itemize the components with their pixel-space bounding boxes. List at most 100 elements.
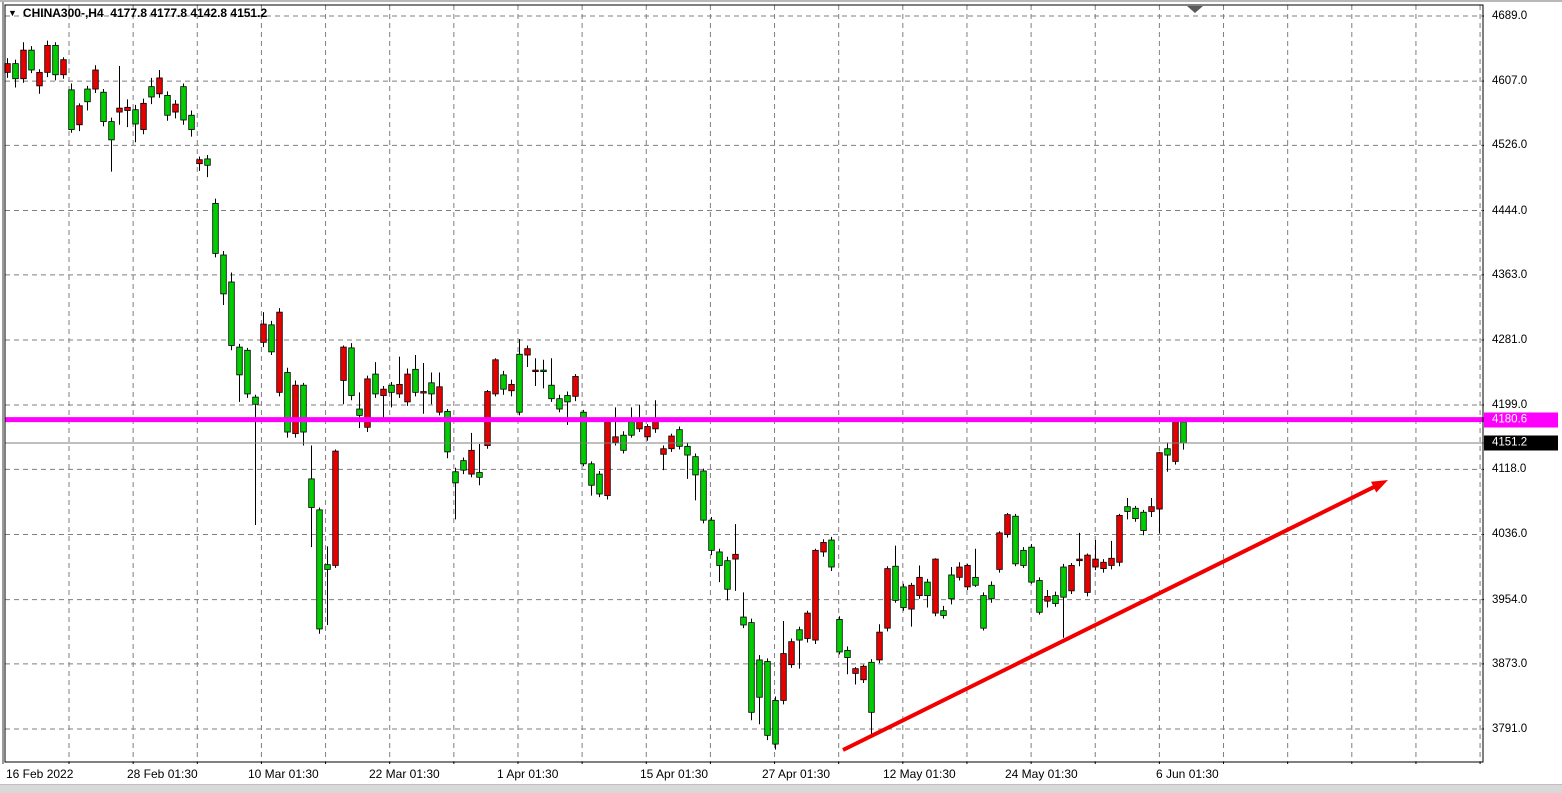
candle-bullish: [908, 584, 915, 610]
time-axis-label: 15 Apr 01:30: [640, 767, 709, 781]
candle-bullish: [996, 532, 1003, 570]
candle-bullish: [1084, 554, 1091, 593]
candle-bearish: [220, 254, 227, 295]
candle-bullish: [1148, 506, 1155, 512]
candle-bearish: [564, 395, 571, 403]
candle-bearish: [1180, 421, 1187, 444]
candle-bullish: [668, 435, 675, 450]
candle-bearish: [1028, 546, 1035, 583]
candle-bearish: [284, 372, 291, 433]
candle-bearish: [1164, 448, 1171, 456]
candle-bearish: [252, 396, 259, 405]
time-axis-label: 12 May 01:30: [883, 767, 956, 781]
symbol-timeframe-label: CHINA300-,H4: [22, 6, 104, 20]
price-axis-label: 4118.0: [1492, 463, 1527, 476]
candle-bearish: [28, 49, 35, 71]
candle-bearish: [764, 661, 771, 736]
candle-bullish: [876, 631, 883, 661]
candle-bullish: [956, 566, 963, 578]
candle-bearish: [372, 373, 379, 395]
candle-bearish: [444, 411, 451, 453]
candle-bearish: [412, 368, 419, 393]
header-spacer: [104, 6, 111, 20]
candle-bearish: [68, 89, 75, 130]
price-axis-label: 4444.0: [1492, 204, 1528, 217]
candle-bullish: [404, 373, 411, 403]
candle-bullish: [1156, 452, 1163, 510]
candle-bullish: [396, 384, 403, 395]
candle-bullish: [1100, 561, 1107, 570]
chart-end-marker-icon[interactable]: [1187, 6, 1203, 13]
candle-bullish: [604, 421, 611, 496]
symbol-dropdown-icon[interactable]: ▼: [8, 8, 17, 18]
candle-bullish: [380, 388, 387, 396]
candle-bearish: [828, 539, 835, 568]
candle-bearish: [868, 661, 875, 713]
candle-bearish: [700, 470, 707, 521]
candle-bullish: [492, 359, 499, 395]
candle-bearish: [132, 109, 139, 125]
candle-bearish: [940, 610, 947, 616]
candle-bullish: [340, 346, 347, 381]
candle-bearish: [204, 158, 211, 166]
price-axis-label: 4281.0: [1492, 333, 1528, 346]
time-axis-label: 28 Feb 01:30: [127, 767, 198, 781]
candle-bullish: [292, 384, 299, 435]
candle-bullish: [260, 323, 267, 343]
candle-bullish: [332, 450, 339, 566]
candle-bearish: [844, 649, 851, 658]
candle-bearish: [716, 551, 723, 566]
current-price-tag: 4151.2: [1484, 435, 1558, 451]
candle-bullish: [468, 449, 475, 475]
candle-bullish: [820, 542, 827, 553]
time-axis-label: 24 May 01:30: [1005, 767, 1078, 781]
bottom-scrollbar-band[interactable]: [0, 784, 1562, 793]
trend-arrow-line[interactable]: [842, 482, 1380, 752]
candle-bullish: [732, 553, 739, 560]
candle-bearish: [580, 411, 587, 465]
candle-bearish: [1020, 549, 1027, 566]
candle-bullish: [124, 106, 131, 111]
candle-bearish: [388, 384, 395, 393]
candle-bullish: [1116, 515, 1123, 563]
candle-bullish: [660, 448, 667, 455]
candle-bullish: [420, 391, 427, 394]
time-axis-label: 22 Mar 01:30: [369, 767, 440, 781]
price-axis-label: 3791.0: [1492, 723, 1528, 735]
candle-bullish: [364, 378, 371, 428]
candle-bullish: [1068, 565, 1075, 592]
candle-bearish: [684, 445, 691, 456]
candle-bearish: [268, 324, 275, 353]
time-axis[interactable]: 16 Feb 2022 28 Feb 01:30 10 Mar 01:30 22 Ma…: [0, 764, 1562, 784]
candle-bearish: [708, 519, 715, 551]
time-axis-label: 27 Apr 01:30: [762, 767, 831, 781]
candle-bearish: [324, 564, 331, 570]
candle-bearish: [972, 576, 979, 586]
candle-bullish: [532, 369, 539, 373]
candle-bearish: [476, 472, 483, 478]
candle-bearish: [1124, 506, 1131, 512]
price-axis-label: 3873.0: [1492, 657, 1528, 670]
candle-bullish: [1044, 596, 1051, 602]
time-axis-label: 16 Feb 2022: [6, 767, 74, 781]
candle-bullish: [964, 565, 971, 588]
resistance-price-tag: 4180.6: [1484, 412, 1558, 428]
candle-bullish: [572, 376, 579, 397]
candle-bearish: [52, 44, 59, 76]
candle-bullish: [804, 612, 811, 639]
candle-bullish: [644, 426, 651, 438]
chart-frame: [4, 4, 1484, 763]
candle-bearish: [308, 478, 315, 508]
candle-bullish: [780, 653, 787, 701]
candle-bearish: [796, 629, 803, 641]
header-ohlc-values: 4177.8 4177.8 4142.8 4151.2: [110, 6, 268, 20]
candle-bullish: [60, 59, 67, 76]
candle-bearish: [1132, 507, 1139, 519]
price-axis[interactable]: 4180.6 4151.2 4689.0 4607.0 4526.0 4444.0 43…: [1484, 2, 1562, 764]
candle-bearish: [1036, 580, 1043, 613]
candle-bearish: [748, 622, 755, 713]
price-axis-label: 4526.0: [1492, 139, 1528, 152]
